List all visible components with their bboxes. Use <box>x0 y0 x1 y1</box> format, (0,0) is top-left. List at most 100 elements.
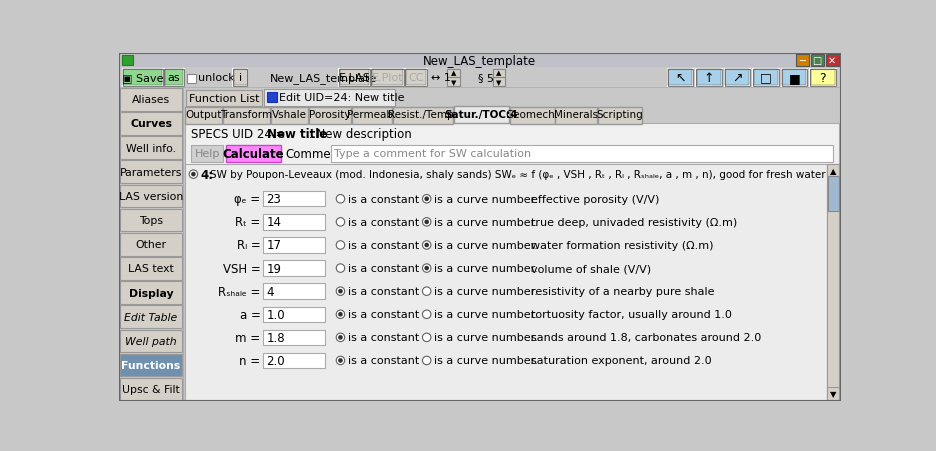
Bar <box>309 108 351 125</box>
Text: VSH =: VSH = <box>223 262 260 275</box>
Circle shape <box>336 310 344 319</box>
Circle shape <box>338 335 343 340</box>
Text: ?: ? <box>819 71 826 84</box>
Text: sands around 1.8, carbonates around 2.0: sands around 1.8, carbonates around 2.0 <box>531 333 761 343</box>
Text: is a curve number.: is a curve number. <box>434 333 537 343</box>
Text: 14: 14 <box>266 216 281 229</box>
Text: as: as <box>168 73 181 83</box>
Bar <box>667 69 693 87</box>
Text: ■: ■ <box>788 71 799 84</box>
Bar <box>330 146 832 162</box>
Text: SPECS UID 24 =: SPECS UID 24 = <box>191 128 289 141</box>
Text: LAS text: LAS text <box>128 264 174 274</box>
Circle shape <box>336 241 344 250</box>
Text: ▲: ▲ <box>496 70 502 76</box>
Bar <box>509 108 554 125</box>
Bar <box>263 238 325 253</box>
Text: 19: 19 <box>266 262 281 275</box>
Text: New_LAS_template: New_LAS_template <box>423 55 535 68</box>
Circle shape <box>424 266 429 271</box>
Text: is a curve number.: is a curve number. <box>434 240 537 250</box>
Text: i: i <box>239 73 241 83</box>
Text: is a curve number.: is a curve number. <box>434 309 537 320</box>
Text: CC: CC <box>408 73 423 83</box>
Bar <box>122 55 132 66</box>
Text: Aliases: Aliases <box>132 95 170 105</box>
Text: Parameters: Parameters <box>120 167 182 177</box>
Text: Rₜ =: Rₜ = <box>235 216 260 229</box>
Text: 4:: 4: <box>200 168 213 181</box>
Circle shape <box>424 220 429 225</box>
Text: ▼: ▼ <box>450 79 456 86</box>
Bar <box>810 70 834 86</box>
Text: ─: ─ <box>798 55 805 66</box>
Bar <box>123 69 163 87</box>
Bar <box>263 215 325 230</box>
Bar <box>826 165 839 177</box>
Text: tortuosity factor, usually around 1.0: tortuosity factor, usually around 1.0 <box>531 309 732 320</box>
Bar <box>796 55 809 66</box>
Circle shape <box>336 287 344 296</box>
Bar <box>753 69 778 87</box>
Text: New title: New title <box>266 128 327 141</box>
Circle shape <box>424 243 429 248</box>
Text: is a constant: is a constant <box>348 263 419 273</box>
Text: Edit UID=24: New title: Edit UID=24: New title <box>279 93 404 103</box>
Text: ▲: ▲ <box>829 166 836 175</box>
Bar <box>371 69 403 87</box>
Bar <box>372 70 402 86</box>
Text: ▣ Save: ▣ Save <box>122 73 163 83</box>
Text: □: □ <box>812 55 821 66</box>
Text: Rₛₕₐₗₑ =: Rₛₕₐₗₑ = <box>218 285 260 298</box>
Bar <box>667 70 692 86</box>
Circle shape <box>336 195 344 203</box>
Text: E.LAS: E.LAS <box>338 73 370 83</box>
Text: Display: Display <box>128 288 173 298</box>
Text: Other: Other <box>136 239 167 250</box>
Bar <box>120 113 182 135</box>
Text: Edit Table: Edit Table <box>124 312 178 322</box>
Text: Minerals: Minerals <box>553 110 597 120</box>
Bar <box>263 330 325 345</box>
Bar <box>267 92 276 102</box>
Text: Geomech.: Geomech. <box>505 110 558 120</box>
Circle shape <box>422 356 431 365</box>
Bar <box>724 69 750 87</box>
Text: Well path: Well path <box>125 336 177 346</box>
Bar <box>187 75 196 83</box>
Bar <box>263 307 325 322</box>
Text: ↖: ↖ <box>675 71 685 84</box>
Bar <box>120 281 182 304</box>
Text: true deep, univaded resistivity (Ω.m): true deep, univaded resistivity (Ω.m) <box>531 217 737 227</box>
Bar <box>120 330 182 352</box>
Circle shape <box>422 333 431 342</box>
Bar <box>120 354 182 377</box>
Text: 2.0: 2.0 <box>266 354 285 367</box>
Circle shape <box>422 287 431 296</box>
Circle shape <box>191 172 196 177</box>
Bar <box>753 70 777 86</box>
Text: 1.8: 1.8 <box>266 331 285 344</box>
Circle shape <box>336 333 344 342</box>
Text: ✕: ✕ <box>826 55 835 66</box>
Bar <box>352 108 391 125</box>
Text: Permeab.: Permeab. <box>347 110 396 120</box>
Text: Rₗ =: Rₗ = <box>237 239 260 252</box>
Text: SW by Poupon-Leveaux (mod. Indonesia, shaly sands) SWₑ ≈ f (φₑ , VSH , Rₜ , Rₗ ,: SW by Poupon-Leveaux (mod. Indonesia, sh… <box>210 170 825 180</box>
Text: m =: m = <box>235 331 260 344</box>
Circle shape <box>338 359 343 363</box>
Text: Tops: Tops <box>139 216 163 226</box>
Text: volume of shale (V/V): volume of shale (V/V) <box>531 263 651 273</box>
Text: Function List: Function List <box>189 94 259 104</box>
Text: n =: n = <box>239 354 260 367</box>
Circle shape <box>338 289 343 294</box>
Text: Curves: Curves <box>130 119 172 129</box>
Text: Upsc & Filt: Upsc & Filt <box>122 384 180 394</box>
Bar <box>263 353 325 368</box>
Text: is a constant: is a constant <box>348 286 419 296</box>
Bar <box>827 177 838 212</box>
Text: is a constant: is a constant <box>348 356 419 366</box>
Bar <box>263 261 325 276</box>
Bar <box>164 69 184 87</box>
Bar <box>371 69 403 87</box>
